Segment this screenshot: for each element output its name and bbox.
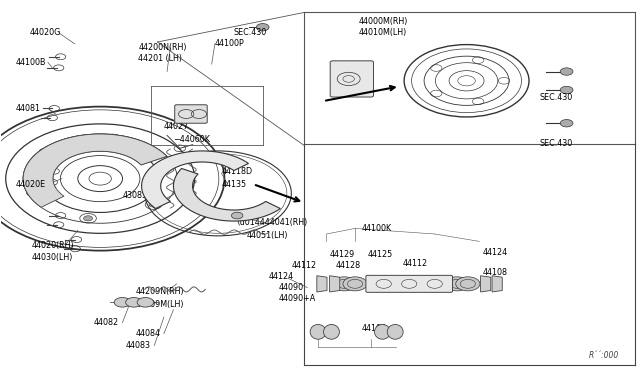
Text: 44128: 44128 bbox=[336, 261, 361, 270]
Text: 44051(LH): 44051(LH) bbox=[246, 231, 288, 240]
Ellipse shape bbox=[310, 324, 326, 339]
Text: 44100B: 44100B bbox=[15, 58, 46, 67]
Text: \u014444041(RH): \u014444041(RH) bbox=[237, 218, 307, 227]
Polygon shape bbox=[330, 276, 340, 292]
Text: 44083: 44083 bbox=[125, 341, 150, 350]
Circle shape bbox=[114, 298, 131, 307]
Polygon shape bbox=[23, 134, 167, 194]
Polygon shape bbox=[23, 134, 167, 207]
Circle shape bbox=[161, 162, 170, 167]
Text: 44020(RH): 44020(RH) bbox=[32, 241, 75, 250]
Text: 44030(LH): 44030(LH) bbox=[32, 253, 74, 263]
Text: 44082: 44082 bbox=[94, 318, 119, 327]
Circle shape bbox=[108, 136, 116, 141]
Circle shape bbox=[456, 277, 480, 291]
Circle shape bbox=[84, 216, 93, 221]
Text: SEC.430: SEC.430 bbox=[234, 28, 268, 37]
Text: 44084: 44084 bbox=[135, 329, 160, 338]
Text: 44118D: 44118D bbox=[221, 167, 252, 176]
Circle shape bbox=[30, 190, 39, 195]
Text: 44010M(LH): 44010M(LH) bbox=[358, 28, 406, 37]
Circle shape bbox=[232, 212, 243, 219]
Circle shape bbox=[560, 86, 573, 94]
Polygon shape bbox=[492, 276, 502, 292]
Text: 44124: 44124 bbox=[483, 248, 508, 257]
Text: 44090: 44090 bbox=[278, 283, 304, 292]
Polygon shape bbox=[141, 151, 248, 209]
Ellipse shape bbox=[387, 324, 403, 339]
FancyBboxPatch shape bbox=[175, 105, 207, 123]
Text: 44129: 44129 bbox=[330, 250, 355, 259]
Text: 44000M(RH): 44000M(RH) bbox=[358, 17, 408, 26]
Circle shape bbox=[125, 298, 142, 307]
Circle shape bbox=[332, 277, 356, 291]
Text: SEC.430: SEC.430 bbox=[540, 139, 573, 148]
Text: 44209N(RH): 44209N(RH) bbox=[135, 287, 184, 296]
Polygon shape bbox=[481, 276, 491, 292]
Ellipse shape bbox=[323, 324, 339, 339]
Text: 44124: 44124 bbox=[269, 272, 294, 281]
Circle shape bbox=[256, 23, 269, 31]
Text: 44027: 44027 bbox=[164, 122, 189, 131]
Text: 44108: 44108 bbox=[483, 268, 508, 277]
Text: 44201 (LH): 44201 (LH) bbox=[138, 54, 182, 63]
Text: R´´:000: R´´:000 bbox=[589, 350, 620, 359]
Text: 44125: 44125 bbox=[368, 250, 393, 259]
Circle shape bbox=[560, 68, 573, 75]
Text: 44100P: 44100P bbox=[215, 39, 244, 48]
Text: 44020E: 44020E bbox=[15, 180, 45, 189]
FancyBboxPatch shape bbox=[330, 61, 374, 97]
Circle shape bbox=[560, 119, 573, 127]
Text: 44135: 44135 bbox=[221, 180, 246, 189]
Text: 44200N(RH): 44200N(RH) bbox=[138, 43, 187, 52]
Circle shape bbox=[149, 202, 158, 207]
Text: 44090+A: 44090+A bbox=[278, 294, 316, 303]
Text: SEC.430: SEC.430 bbox=[540, 93, 573, 102]
Text: 44100K: 44100K bbox=[362, 224, 392, 233]
Text: 44112: 44112 bbox=[403, 259, 428, 268]
Text: 44081: 44081 bbox=[15, 104, 40, 113]
Circle shape bbox=[137, 298, 154, 307]
Ellipse shape bbox=[374, 324, 390, 339]
Circle shape bbox=[445, 277, 469, 291]
Text: 44112: 44112 bbox=[291, 261, 316, 270]
Polygon shape bbox=[317, 276, 327, 292]
Circle shape bbox=[42, 150, 51, 155]
Circle shape bbox=[343, 277, 367, 291]
Text: −44060K: −44060K bbox=[173, 135, 211, 144]
FancyBboxPatch shape bbox=[366, 275, 452, 292]
Text: 44020G: 44020G bbox=[30, 28, 61, 37]
Text: 44209M(LH): 44209M(LH) bbox=[135, 300, 184, 309]
Text: 43083M: 43083M bbox=[122, 191, 154, 200]
Polygon shape bbox=[173, 169, 280, 221]
Text: 44108: 44108 bbox=[362, 324, 387, 333]
Circle shape bbox=[145, 185, 157, 191]
